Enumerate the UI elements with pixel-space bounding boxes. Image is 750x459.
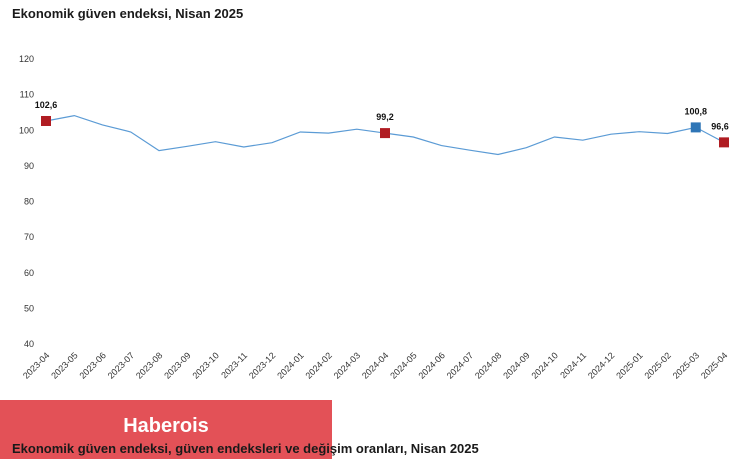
data-marker <box>380 128 390 139</box>
x-tick-label: 2024-07 <box>445 350 475 380</box>
chart-title: Ekonomik güven endeksi, Nisan 2025 <box>12 6 244 21</box>
y-tick-label: 70 <box>24 232 34 242</box>
x-tick-label: 2023-05 <box>49 350 79 380</box>
x-tick-label: 2023-08 <box>134 350 164 380</box>
y-tick-label: 90 <box>24 161 34 171</box>
x-tick-label: 2024-06 <box>416 350 446 380</box>
watermark-banner: Haberois <box>0 400 332 459</box>
data-marker <box>719 137 729 148</box>
x-tick-label: 2024-05 <box>388 350 418 380</box>
x-tick-label: 2025-04 <box>699 350 729 380</box>
x-tick-label: 2023-12 <box>247 350 277 380</box>
x-axis: 2023-042023-052023-062023-072023-082023-… <box>21 350 729 380</box>
x-tick-label: 2024-02 <box>303 350 333 380</box>
x-tick-label: 2025-02 <box>642 350 672 380</box>
y-tick-label: 120 <box>19 54 34 64</box>
caption: Ekonomik güven endeksi, güven endeksleri… <box>12 441 479 456</box>
data-label: 96,6 <box>711 121 729 131</box>
x-tick-label: 2024-01 <box>275 350 305 380</box>
data-marker <box>690 122 701 133</box>
x-tick-label: 2024-03 <box>332 350 362 380</box>
x-tick-label: 2023-11 <box>219 350 249 380</box>
data-label: 102,6 <box>35 100 58 110</box>
x-tick-label: 2025-03 <box>671 350 701 380</box>
data-marker <box>41 115 51 126</box>
x-tick-label: 2024-09 <box>501 350 531 380</box>
x-tick-label: 2024-12 <box>586 350 616 380</box>
x-tick-label: 2023-10 <box>190 350 220 380</box>
data-label: 99,2 <box>376 112 394 122</box>
x-tick-label: 2024-04 <box>360 350 390 380</box>
x-tick-label: 2023-06 <box>77 350 107 380</box>
data-label: 100,8 <box>684 106 707 116</box>
x-tick-label: 2025-01 <box>614 350 644 380</box>
y-tick-label: 40 <box>24 339 34 349</box>
markers: 102,6 99,2 100,8 96,6 <box>35 100 729 148</box>
y-tick-label: 50 <box>24 303 34 313</box>
y-tick-label: 80 <box>24 197 34 207</box>
x-tick-label: 2023-07 <box>106 350 136 380</box>
x-tick-label: 2024-08 <box>473 350 503 380</box>
x-tick-label: 2023-04 <box>21 350 51 380</box>
x-tick-label: 2023-09 <box>162 350 192 380</box>
y-tick-label: 60 <box>24 268 34 278</box>
y-tick-label: 100 <box>19 125 34 135</box>
x-tick-label: 2024-10 <box>529 350 559 380</box>
watermark-text: Haberois <box>123 415 209 437</box>
x-tick-label: 2024-11 <box>558 350 588 380</box>
y-tick-label: 110 <box>20 90 34 100</box>
y-axis: 40 50 60 70 80 90 100 110 120 <box>19 54 34 349</box>
